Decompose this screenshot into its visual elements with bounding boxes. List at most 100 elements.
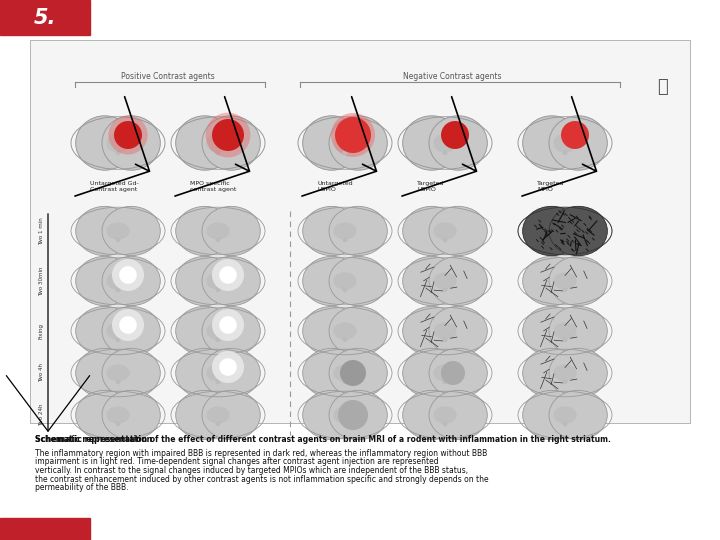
Ellipse shape xyxy=(104,359,132,388)
Ellipse shape xyxy=(433,406,456,424)
Ellipse shape xyxy=(433,222,456,240)
Ellipse shape xyxy=(331,267,359,295)
Ellipse shape xyxy=(107,133,130,153)
Ellipse shape xyxy=(402,306,461,356)
Ellipse shape xyxy=(204,401,232,429)
Ellipse shape xyxy=(102,256,161,306)
Circle shape xyxy=(115,379,120,384)
Circle shape xyxy=(115,237,120,242)
Bar xyxy=(30,40,690,423)
Text: Schematic representation of the effect of different contrast agents on brain MRI: Schematic representation of the effect o… xyxy=(35,435,611,444)
Ellipse shape xyxy=(206,133,230,153)
Ellipse shape xyxy=(553,222,577,240)
Circle shape xyxy=(115,421,120,426)
Ellipse shape xyxy=(553,133,577,153)
Ellipse shape xyxy=(551,359,579,388)
Circle shape xyxy=(443,150,448,155)
Ellipse shape xyxy=(551,316,579,346)
Circle shape xyxy=(215,379,220,384)
Ellipse shape xyxy=(333,406,356,424)
Ellipse shape xyxy=(551,217,579,246)
Ellipse shape xyxy=(329,390,387,440)
Ellipse shape xyxy=(429,390,487,440)
Ellipse shape xyxy=(431,217,459,246)
Ellipse shape xyxy=(402,256,461,306)
Ellipse shape xyxy=(329,206,387,255)
Ellipse shape xyxy=(553,322,577,340)
Ellipse shape xyxy=(431,127,459,159)
Ellipse shape xyxy=(202,206,261,255)
Ellipse shape xyxy=(204,316,232,346)
Text: 5.: 5. xyxy=(34,8,56,28)
Circle shape xyxy=(562,287,567,292)
Text: The inflammatory region with impaired BBB is represented in dark red, whereas th: The inflammatory region with impaired BB… xyxy=(35,449,487,458)
Circle shape xyxy=(562,421,567,426)
Circle shape xyxy=(115,150,120,155)
Circle shape xyxy=(343,287,348,292)
Ellipse shape xyxy=(206,364,230,382)
Circle shape xyxy=(443,287,448,292)
Ellipse shape xyxy=(551,401,579,429)
Ellipse shape xyxy=(333,222,356,240)
Ellipse shape xyxy=(553,364,577,382)
Ellipse shape xyxy=(553,406,577,424)
Ellipse shape xyxy=(176,306,234,356)
Text: Schematic representation: Schematic representation xyxy=(35,435,155,444)
Ellipse shape xyxy=(206,272,230,289)
Ellipse shape xyxy=(302,256,361,306)
Circle shape xyxy=(215,337,220,342)
Circle shape xyxy=(112,259,144,291)
Circle shape xyxy=(343,337,348,342)
Circle shape xyxy=(343,379,348,384)
Text: permeability of the BBB.: permeability of the BBB. xyxy=(35,483,128,492)
Circle shape xyxy=(562,237,567,242)
Text: Positive Contrast agents: Positive Contrast agents xyxy=(121,72,215,81)
Circle shape xyxy=(215,421,220,426)
Circle shape xyxy=(343,150,348,155)
Ellipse shape xyxy=(176,256,234,306)
Circle shape xyxy=(120,316,137,334)
Ellipse shape xyxy=(333,133,356,153)
Ellipse shape xyxy=(329,116,387,170)
Circle shape xyxy=(562,379,567,384)
Text: impairment is in light red. Time-dependent signal changes after contrast agent i: impairment is in light red. Time-depende… xyxy=(35,457,438,467)
Ellipse shape xyxy=(204,217,232,246)
Circle shape xyxy=(215,150,220,155)
Circle shape xyxy=(343,237,348,242)
Ellipse shape xyxy=(431,401,459,429)
Ellipse shape xyxy=(107,406,130,424)
Ellipse shape xyxy=(104,401,132,429)
Ellipse shape xyxy=(402,348,461,397)
Ellipse shape xyxy=(76,348,134,397)
Ellipse shape xyxy=(549,206,607,255)
Text: Two 24h: Two 24h xyxy=(39,404,44,426)
Circle shape xyxy=(562,150,567,155)
Circle shape xyxy=(109,116,148,154)
Circle shape xyxy=(212,351,244,383)
Ellipse shape xyxy=(204,359,232,388)
Ellipse shape xyxy=(202,256,261,306)
Ellipse shape xyxy=(76,116,134,170)
Ellipse shape xyxy=(76,206,134,255)
Ellipse shape xyxy=(104,267,132,295)
Ellipse shape xyxy=(176,116,234,170)
Ellipse shape xyxy=(333,364,356,382)
Ellipse shape xyxy=(102,348,161,397)
Ellipse shape xyxy=(76,306,134,356)
Text: vertically. In contrast to the signal changes induced by targeted MPIOs which ar: vertically. In contrast to the signal ch… xyxy=(35,466,468,475)
Ellipse shape xyxy=(331,359,359,388)
Circle shape xyxy=(219,358,237,376)
Ellipse shape xyxy=(433,322,456,340)
Ellipse shape xyxy=(549,116,607,170)
Circle shape xyxy=(115,287,120,292)
Ellipse shape xyxy=(302,306,361,356)
Ellipse shape xyxy=(107,222,130,240)
Ellipse shape xyxy=(202,306,261,356)
Ellipse shape xyxy=(431,359,459,388)
Ellipse shape xyxy=(333,272,356,289)
Ellipse shape xyxy=(551,267,579,295)
Circle shape xyxy=(340,360,366,386)
Ellipse shape xyxy=(433,272,456,289)
Text: Molecular imaging: Molecular imaging xyxy=(99,8,291,28)
Text: Targeted
MPIO: Targeted MPIO xyxy=(537,181,564,192)
